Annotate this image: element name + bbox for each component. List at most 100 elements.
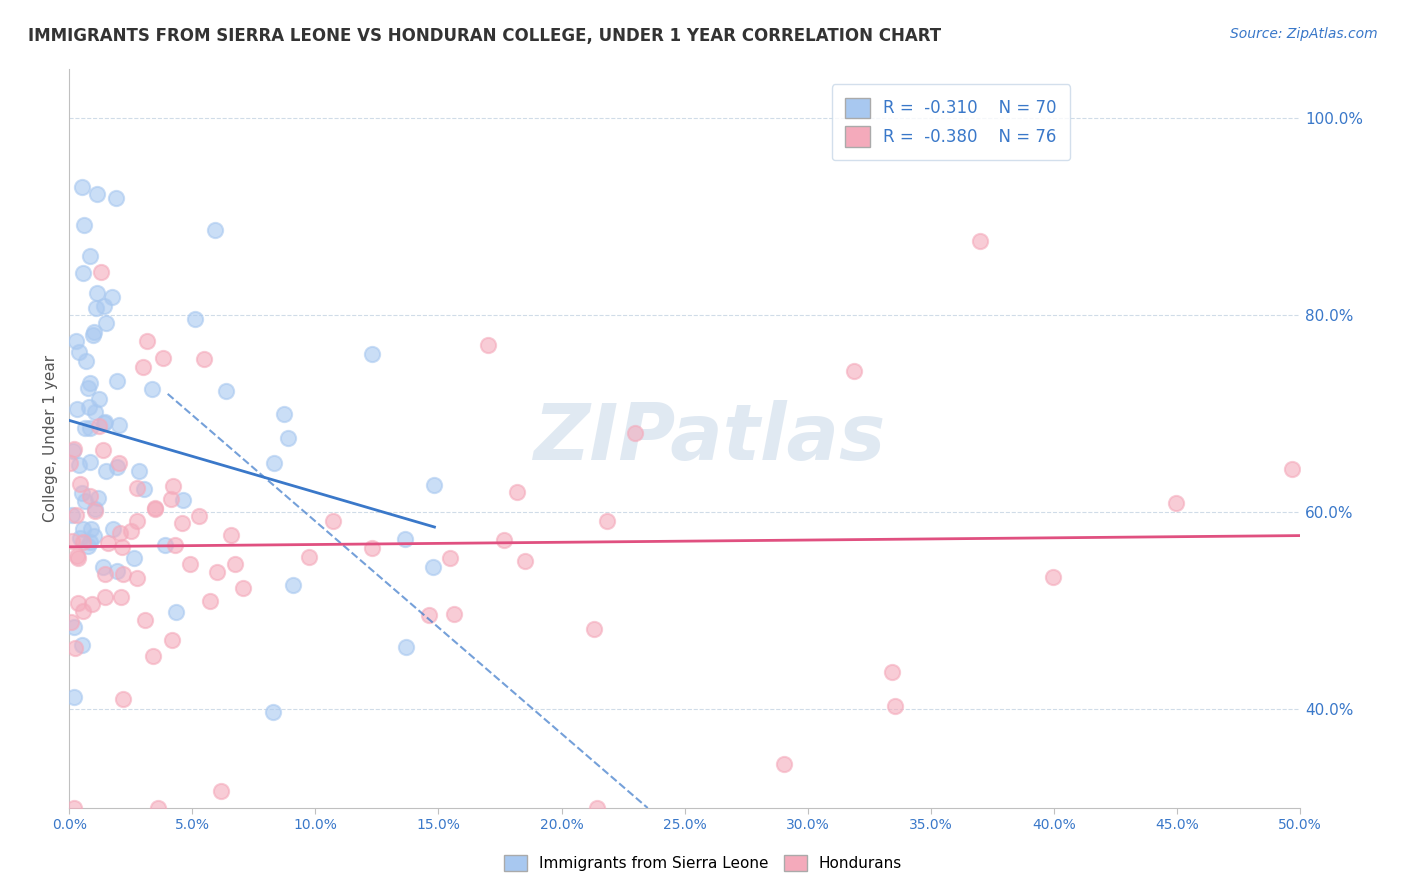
Point [66,550,89,565]
Point [83,504,105,518]
Text: Source: ZipAtlas.com: Source: ZipAtlas.com [1230,27,1378,41]
Point [59,456,82,470]
Point [1042,570,1064,584]
Point [134,613,156,627]
Point [148,801,170,815]
Point [394,533,416,547]
Point [277,432,299,446]
Point [477,337,499,351]
Point [882,665,904,679]
Point [79,249,101,263]
Point [132,482,155,496]
Legend: R =  -0.310    N = 70, R =  -0.380    N = 76: R = -0.310 N = 70, R = -0.380 N = 76 [831,84,1070,160]
Point [969,234,991,248]
Point [66,402,89,417]
Text: ZIPatlas: ZIPatlas [533,401,886,476]
Point [94,317,117,331]
Point [107,459,129,474]
Point [128,464,150,478]
Point [193,352,215,367]
Point [360,541,382,555]
Point [418,607,440,622]
Point [110,590,132,604]
Point [165,605,187,619]
Point [97,536,120,550]
Point [120,524,142,539]
Point [101,290,124,304]
Point [492,533,515,547]
Point [141,382,163,396]
Point [60,533,83,548]
Point [262,705,284,719]
Point [159,491,181,506]
Point [62,444,84,458]
Point [65,334,87,348]
Point [84,502,107,516]
Point [322,514,344,528]
Point [162,478,184,492]
Point [155,538,177,552]
Point [423,477,446,491]
Point [66,549,89,564]
Point [60,615,83,629]
Point [63,801,86,815]
Point [73,421,96,435]
Point [165,538,187,552]
Point [361,346,384,360]
Point [439,551,461,566]
Point [170,516,193,531]
Point [72,604,94,618]
Point [105,191,128,205]
Point [86,286,108,301]
Point [131,359,153,374]
Point [506,485,529,500]
Point [93,590,115,604]
Point [82,328,104,343]
Point [79,535,101,549]
Point [67,345,90,359]
Point [96,464,118,478]
Point [75,354,97,368]
Point [298,549,321,564]
Point [69,531,91,545]
Point [70,638,93,652]
Point [93,416,115,430]
Point [91,443,114,458]
Point [283,577,305,591]
Point [93,299,115,313]
Point [586,801,609,815]
Point [63,442,86,456]
Legend: Immigrants from Sierra Leone, Hondurans: Immigrants from Sierra Leone, Hondurans [498,849,908,877]
Point [1164,496,1187,510]
Point [107,456,129,470]
Point [422,559,444,574]
Point [80,597,103,611]
Point [69,477,91,491]
Y-axis label: College, Under 1 year: College, Under 1 year [44,355,58,522]
Point [884,699,907,714]
Point [79,455,101,469]
Point [72,218,94,232]
Point [79,421,101,435]
Point [111,692,134,706]
Point [198,593,221,607]
Point [72,535,94,549]
Point [83,325,105,339]
Point [219,528,242,542]
Point [515,554,537,568]
Point [204,223,226,237]
Point [65,508,87,523]
Point [209,784,232,798]
Point [596,514,619,528]
Point [62,690,84,704]
Point [70,179,93,194]
Point [842,364,865,378]
Point [72,266,94,280]
Point [127,481,149,495]
Point [224,558,246,572]
Point [215,384,238,399]
Point [79,522,101,536]
Point [87,418,110,433]
Point [142,648,165,663]
Point [79,376,101,390]
